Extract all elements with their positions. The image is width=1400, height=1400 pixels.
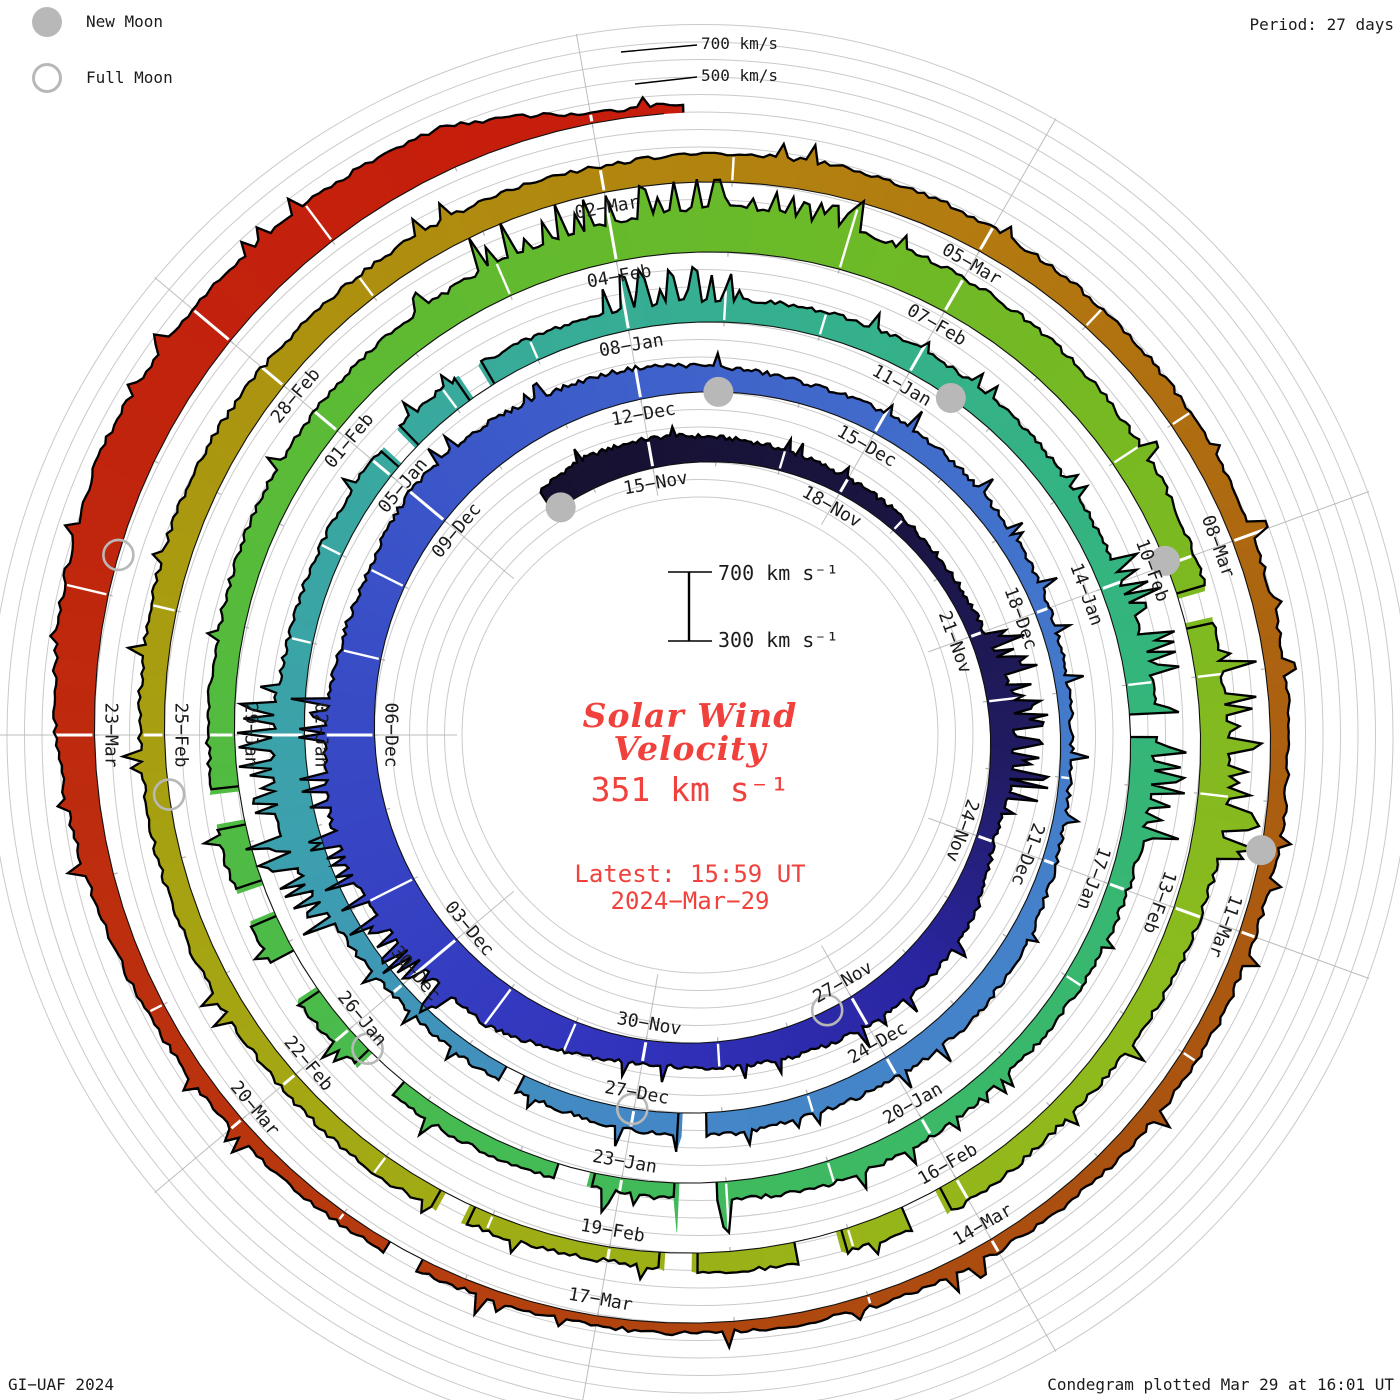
date-label: 23−Jan [591, 1146, 659, 1178]
date-label: 27−Dec [603, 1077, 671, 1109]
new-moon-marker [545, 492, 576, 523]
full-moon-icon [32, 63, 62, 93]
legend-full-moon-label: Full Moon [86, 68, 173, 88]
date-label: 29−Jan [241, 702, 262, 767]
full-moon-marker [152, 778, 186, 811]
legend-new-moon-label: New Moon [86, 12, 164, 32]
velocity-bands [49, 96, 1297, 1348]
full-moon-marker [102, 538, 135, 572]
outer-scale-500: 500 km/s [701, 66, 779, 85]
center-scale-bar [668, 571, 712, 642]
band-outline [48, 95, 1298, 1351]
moon-markers [102, 376, 1277, 1126]
full-moon-marker [810, 993, 844, 1027]
latest-time-label: Latest: 15:59 UT [574, 860, 806, 888]
current-velocity-value: 351 km s⁻¹ [590, 770, 790, 809]
date-label: 23−Mar [101, 702, 122, 767]
center-scale-bottom-label: 300 km s⁻¹ [718, 628, 839, 652]
center-scale-top-label: 700 km s⁻¹ [718, 561, 839, 585]
scale-leader-lines [620, 44, 698, 85]
new-moon-marker [935, 383, 966, 414]
credit-label: GI−UAF 2024 [8, 1375, 114, 1395]
legend-full-moon: Full Moon [32, 63, 173, 93]
full-moon-marker [351, 1032, 384, 1065]
baseline-spiral [93, 113, 1272, 1324]
new-moon-icon [32, 7, 62, 37]
date-label: 19−Feb [579, 1215, 647, 1247]
new-moon-marker [1149, 545, 1180, 576]
date-label: 30−Nov [615, 1008, 683, 1040]
plotted-timestamp: Condegram plotted Mar 29 at 16:01 UT [1047, 1375, 1394, 1395]
band-slashes [55, 114, 1267, 1304]
latest-date-label: 2024−Mar−29 [610, 887, 770, 915]
new-moon-marker [703, 376, 734, 407]
full-moon-marker [615, 1092, 649, 1126]
legend-new-moon: New Moon [32, 7, 163, 37]
period-label: Period: 27 days [1249, 15, 1395, 34]
date-label: 06−Dec [381, 702, 402, 767]
date-label: 17−Mar [567, 1284, 635, 1316]
outer-scale-700: 700 km/s [701, 34, 779, 53]
date-label: 25−Feb [171, 702, 192, 767]
date-label: 02−Jan [311, 702, 332, 767]
chart-title-line2: Velocity [613, 729, 767, 768]
new-moon-marker [1246, 835, 1277, 866]
chart-title-line1: Solar Wind [582, 696, 798, 735]
